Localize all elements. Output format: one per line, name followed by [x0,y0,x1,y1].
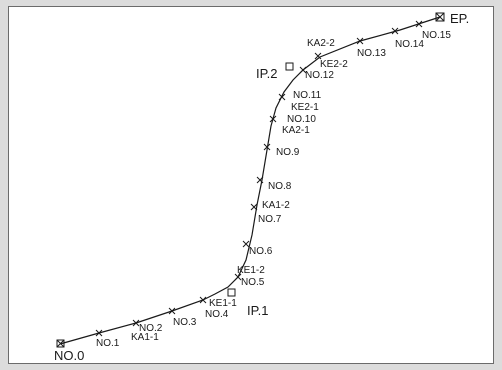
tick-no1 [95,329,103,337]
label-no11: NO.11 [293,90,322,101]
label-ke2-2: KE2-2 [320,59,348,70]
tick-no6 [242,240,250,248]
label-no12: NO.12 [305,70,334,81]
label-no8: NO.8 [268,181,292,192]
label-no15: NO.15 [422,30,451,41]
tick-ka1-2 [250,203,258,211]
tick-no15 [415,20,423,28]
label-ka2-2: KA2-2 [307,38,335,49]
start-marker [56,339,65,348]
label-no2: NO.2 [139,323,163,334]
ip2-marker [285,62,294,71]
label-ip2: IP.2 [256,66,277,81]
label-ka1-2: KA1-2 [262,200,290,211]
tick-no13 [356,37,364,45]
tick-no14 [391,27,399,35]
label-no9: NO.9 [276,147,300,158]
tick-ka1-1 [132,319,140,327]
label-no7: NO.7 [258,214,282,225]
tick-ka2-2 [314,52,322,60]
tick-no3 [168,307,176,315]
label-no0: NO.0 [54,348,84,363]
label-ka2-1: KA2-1 [282,125,310,136]
tick-ka2-1 [269,115,277,123]
label-no10: NO.10 [287,114,316,125]
label-ke2-1: KE2-1 [291,102,319,113]
station-ticks [95,20,423,337]
tick-ke2-2 [299,66,307,74]
label-ip1: IP.1 [247,303,268,318]
end-marker [435,12,445,22]
label-ep: EP. [450,11,469,26]
tick-ke1-1 [199,296,207,304]
tick-ke2-1 [278,93,286,101]
label-no5: NO.5 [241,277,265,288]
label-no1: NO.1 [96,338,120,349]
alignment-line [59,16,441,345]
label-no3: NO.3 [173,317,197,328]
tick-no9 [263,143,271,151]
drawing-frame [8,6,494,364]
label-ka1-1: KA1-1 [131,332,159,343]
label-no14: NO.14 [395,39,424,50]
label-no13: NO.13 [357,48,386,59]
ip1-marker [227,288,236,297]
tick-no5 [234,273,242,281]
label-ke1-1: KE1-1 [209,298,237,309]
label-no6: NO.6 [249,246,273,257]
tick-no8 [256,176,264,184]
label-ke1-2: KE1-2 [237,265,265,276]
label-no4: NO.4 [205,309,229,320]
